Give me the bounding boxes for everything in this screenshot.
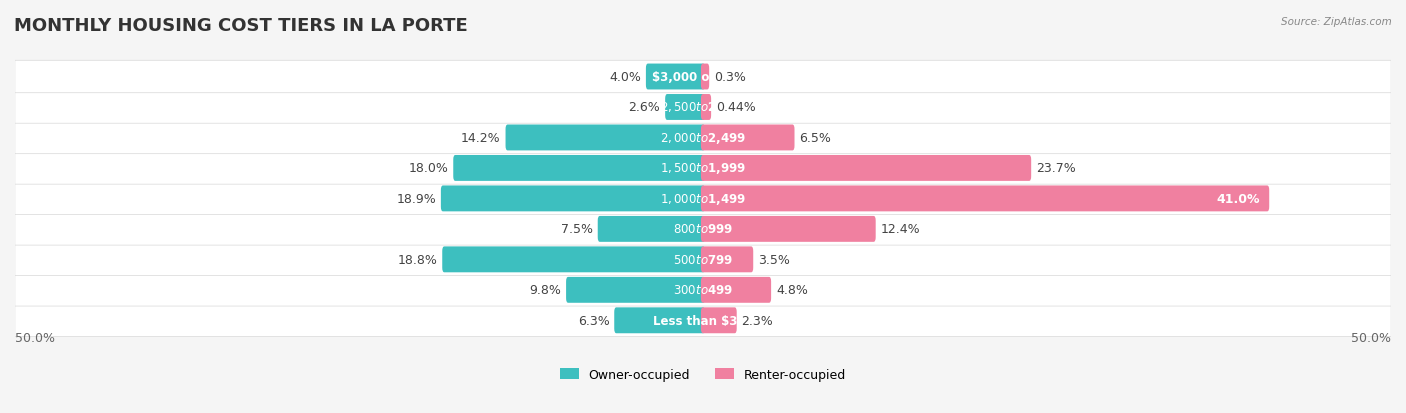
Text: 7.5%: 7.5% [561, 223, 593, 236]
FancyBboxPatch shape [665, 95, 704, 121]
FancyBboxPatch shape [702, 125, 794, 151]
Text: 9.8%: 9.8% [530, 284, 561, 297]
Text: $300 to $499: $300 to $499 [673, 284, 733, 297]
FancyBboxPatch shape [15, 122, 1391, 154]
FancyBboxPatch shape [702, 277, 770, 303]
FancyBboxPatch shape [453, 156, 704, 181]
FancyBboxPatch shape [15, 183, 1391, 215]
Text: $800 to $999: $800 to $999 [673, 223, 733, 236]
Text: $2,000 to $2,499: $2,000 to $2,499 [659, 131, 747, 146]
Text: 3.5%: 3.5% [758, 253, 790, 266]
Text: 0.3%: 0.3% [714, 71, 747, 84]
Text: $2,500 to $2,999: $2,500 to $2,999 [659, 100, 747, 115]
FancyBboxPatch shape [702, 247, 754, 273]
Text: $3,000 or more: $3,000 or more [652, 71, 754, 84]
Text: 14.2%: 14.2% [461, 132, 501, 145]
FancyBboxPatch shape [441, 186, 704, 212]
Text: 4.8%: 4.8% [776, 284, 808, 297]
Text: 50.0%: 50.0% [1351, 331, 1391, 344]
Text: $1,500 to $1,999: $1,500 to $1,999 [659, 161, 747, 176]
FancyBboxPatch shape [702, 308, 737, 333]
Text: 6.5%: 6.5% [800, 132, 831, 145]
Text: 23.7%: 23.7% [1036, 162, 1076, 175]
Text: 4.0%: 4.0% [609, 71, 641, 84]
Text: 0.44%: 0.44% [716, 101, 755, 114]
Legend: Owner-occupied, Renter-occupied: Owner-occupied, Renter-occupied [555, 363, 851, 386]
Text: MONTHLY HOUSING COST TIERS IN LA PORTE: MONTHLY HOUSING COST TIERS IN LA PORTE [14, 17, 468, 34]
FancyBboxPatch shape [702, 64, 709, 90]
Text: 18.9%: 18.9% [396, 192, 436, 205]
FancyBboxPatch shape [15, 213, 1391, 245]
FancyBboxPatch shape [443, 247, 704, 273]
FancyBboxPatch shape [702, 156, 1031, 181]
FancyBboxPatch shape [702, 186, 1270, 212]
Text: 18.0%: 18.0% [409, 162, 449, 175]
Text: Source: ZipAtlas.com: Source: ZipAtlas.com [1281, 17, 1392, 26]
Text: 2.6%: 2.6% [628, 101, 661, 114]
FancyBboxPatch shape [598, 216, 704, 242]
FancyBboxPatch shape [614, 308, 704, 333]
Text: 12.4%: 12.4% [880, 223, 920, 236]
Text: $1,000 to $1,499: $1,000 to $1,499 [659, 192, 747, 206]
Text: 18.8%: 18.8% [398, 253, 437, 266]
FancyBboxPatch shape [15, 92, 1391, 124]
Text: 50.0%: 50.0% [15, 331, 55, 344]
FancyBboxPatch shape [15, 152, 1391, 185]
FancyBboxPatch shape [702, 216, 876, 242]
FancyBboxPatch shape [567, 277, 704, 303]
FancyBboxPatch shape [506, 125, 704, 151]
Text: Less than $300: Less than $300 [652, 314, 754, 327]
FancyBboxPatch shape [15, 274, 1391, 306]
FancyBboxPatch shape [15, 304, 1391, 337]
FancyBboxPatch shape [645, 64, 704, 90]
Text: $500 to $799: $500 to $799 [673, 253, 733, 266]
FancyBboxPatch shape [15, 61, 1391, 93]
Text: 41.0%: 41.0% [1216, 192, 1260, 205]
FancyBboxPatch shape [15, 244, 1391, 276]
Text: 2.3%: 2.3% [741, 314, 773, 327]
Text: 6.3%: 6.3% [578, 314, 609, 327]
FancyBboxPatch shape [702, 95, 711, 121]
